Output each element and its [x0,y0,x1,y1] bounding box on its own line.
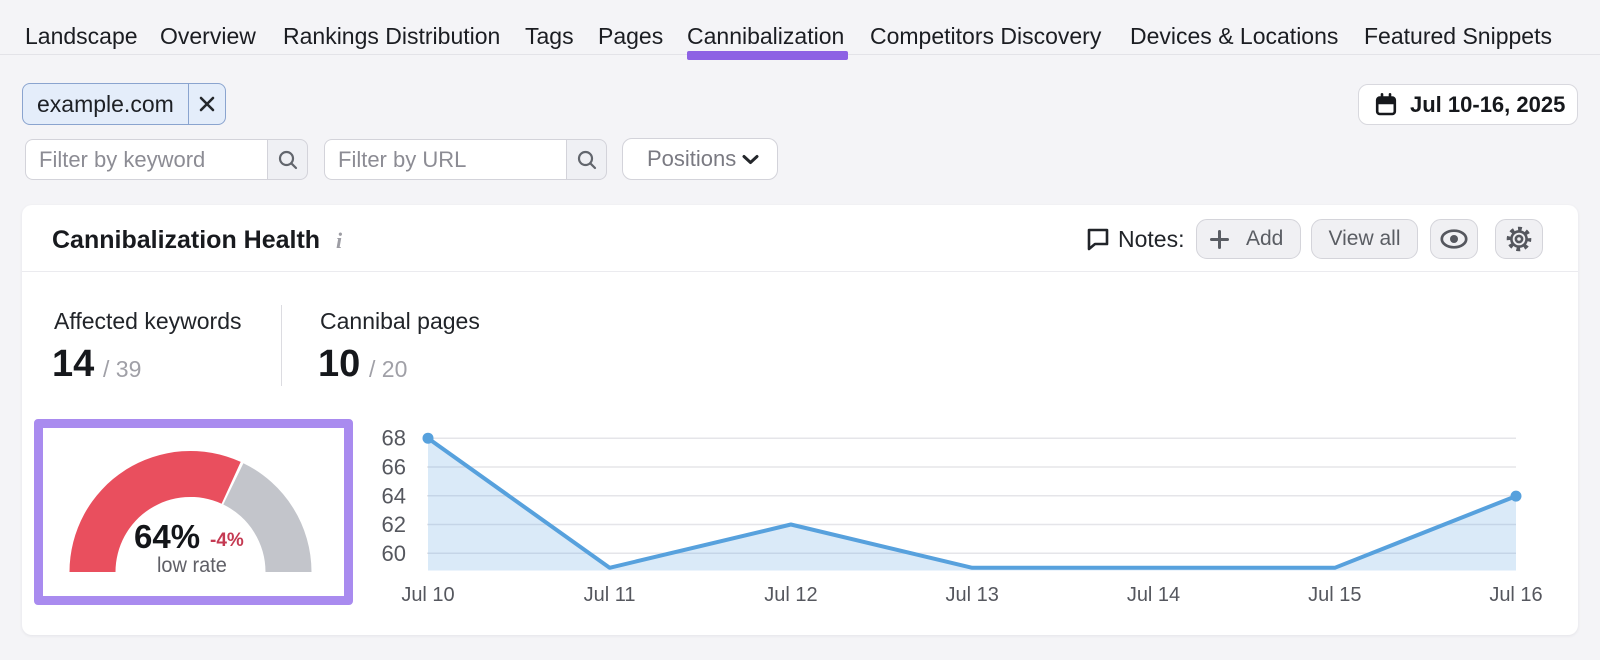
svg-text:66: 66 [382,455,406,480]
svg-text:Jul 11: Jul 11 [584,584,636,606]
svg-text:Jul 10: Jul 10 [401,584,454,606]
svg-text:64: 64 [382,483,406,508]
svg-text:Jul 15: Jul 15 [1308,584,1361,606]
svg-text:Jul 16: Jul 16 [1489,584,1542,606]
svg-text:62: 62 [382,512,406,537]
svg-text:Jul 12: Jul 12 [764,584,817,606]
svg-text:68: 68 [382,426,406,451]
svg-text:Jul 13: Jul 13 [946,584,999,606]
svg-text:Jul 14: Jul 14 [1127,584,1180,606]
svg-text:60: 60 [382,541,406,566]
